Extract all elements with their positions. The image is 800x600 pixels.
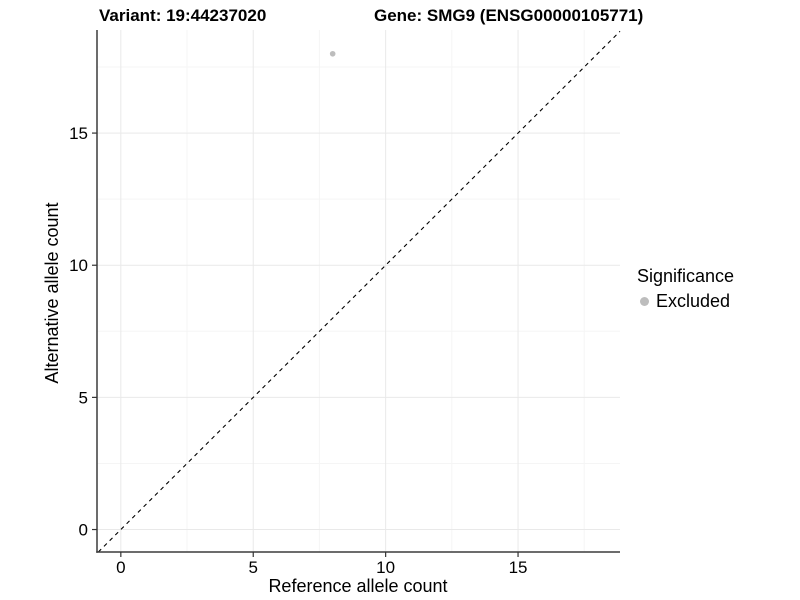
- legend-title: Significance: [637, 266, 735, 286]
- y-axis-title: Alternative allele count: [42, 202, 62, 384]
- legend: Significance Excluded: [637, 266, 734, 312]
- identity-line: [97, 30, 621, 553]
- y-tick-label: 10: [69, 256, 88, 275]
- x-axis-title: Reference allele count: [268, 576, 448, 596]
- plot-title-gene: Gene: SMG9 (ENSG00000105771): [374, 6, 644, 25]
- plot-title-variant: Variant: 19:44237020: [99, 6, 267, 25]
- x-tick-label: 15: [509, 558, 528, 577]
- y-tick-label: 5: [79, 388, 88, 407]
- y-tick-label: 0: [79, 521, 88, 540]
- x-tick-label: 5: [249, 558, 258, 577]
- x-tick-label: 0: [116, 558, 125, 577]
- legend-point-icon: [640, 297, 649, 306]
- data-point: [329, 50, 336, 57]
- legend-item-excluded: Excluded: [637, 291, 734, 312]
- y-tick-label: 15: [69, 124, 88, 143]
- x-tick-label: 10: [376, 558, 395, 577]
- legend-item-label: Excluded: [656, 291, 731, 311]
